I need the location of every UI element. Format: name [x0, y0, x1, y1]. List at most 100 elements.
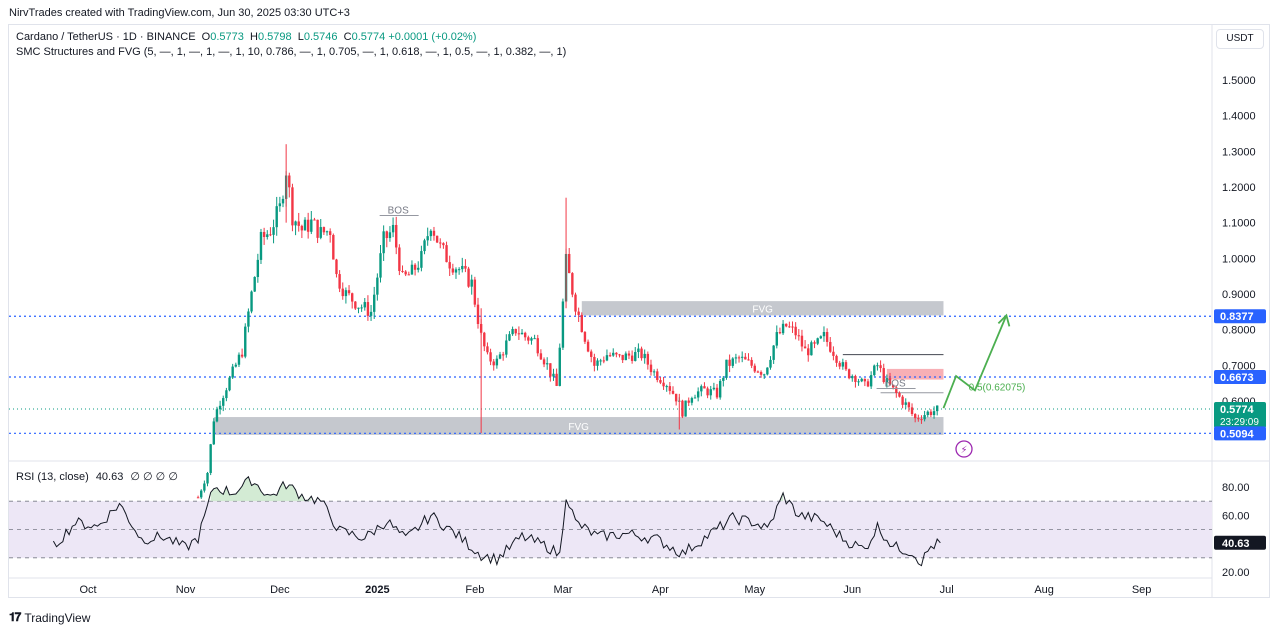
candle [319, 219, 322, 240]
rsi-pane [9, 475, 1212, 567]
candle-body [577, 311, 580, 315]
chart-frame [8, 24, 1270, 598]
fvg-zone [213, 417, 944, 435]
candle-body [501, 354, 505, 356]
candle [486, 342, 489, 355]
currency-button[interactable]: USDT [1216, 29, 1264, 49]
candle-body [810, 342, 813, 356]
candle-body [476, 304, 480, 325]
candle [240, 348, 244, 359]
candle-body [857, 381, 860, 383]
candle-body [561, 301, 565, 348]
tradingview-logo-icon: 𝟏𝟕 [9, 610, 21, 624]
candle-body [457, 269, 461, 271]
candle [297, 212, 300, 232]
candle [523, 331, 527, 341]
candle-body [237, 354, 241, 365]
candle [722, 375, 725, 387]
price-label-box [1214, 369, 1266, 384]
candle-body [464, 265, 467, 269]
candle-body [212, 421, 216, 445]
candle [690, 396, 694, 406]
candle [391, 217, 395, 238]
candle [794, 322, 797, 340]
candle [294, 220, 297, 236]
candle [212, 418, 216, 446]
candle-body [435, 235, 439, 243]
time-tick-label: Jun [843, 584, 861, 596]
candle [281, 195, 285, 208]
candle [310, 210, 313, 235]
candle-body [835, 355, 838, 363]
candle [888, 372, 892, 386]
candle [470, 274, 473, 295]
candle-body [643, 353, 646, 359]
candle [253, 276, 256, 292]
candle-body [442, 243, 445, 246]
rsi-extra-values: ∅ ∅ ∅ ∅ [130, 471, 178, 483]
candle-body [615, 352, 618, 355]
candle [533, 334, 536, 340]
candle [552, 368, 555, 381]
candle [435, 235, 439, 244]
candle-body [395, 224, 398, 248]
candle [215, 406, 219, 423]
candle [696, 387, 700, 402]
time-tick-label: Oct [79, 584, 96, 596]
candle [225, 387, 228, 402]
candle-body [404, 271, 407, 275]
candles [196, 144, 939, 499]
candle [571, 272, 574, 298]
candle-body [360, 307, 363, 309]
attribution-text: NirvTrades created with TradingView.com,… [9, 7, 350, 19]
candle-body [778, 332, 782, 334]
candle [879, 360, 882, 373]
candle-body [545, 363, 549, 365]
candle-body [797, 335, 801, 337]
candle [303, 217, 307, 231]
candle-body [706, 388, 709, 396]
candle [709, 385, 712, 400]
candle [693, 394, 697, 399]
candle-body [338, 274, 341, 289]
candle-body [583, 332, 587, 342]
candle-body [306, 219, 310, 232]
candle [530, 336, 533, 345]
candle-body [420, 251, 423, 268]
candle [895, 385, 898, 398]
candle [637, 343, 640, 359]
candle [473, 276, 477, 308]
candle [662, 376, 665, 390]
candle-body [297, 221, 300, 226]
candle-body [634, 352, 637, 361]
candle [275, 196, 278, 236]
time-tick-label: Aug [1034, 584, 1054, 596]
candle [536, 334, 539, 357]
price-label-box [1214, 402, 1266, 429]
candle-body [665, 386, 668, 388]
tradingview-logo-text: TradingView [24, 610, 91, 625]
candle-body [646, 353, 650, 365]
candle-body [618, 354, 621, 356]
candle [206, 471, 209, 487]
candle-body [300, 225, 304, 231]
candle [781, 320, 785, 335]
candle-body [659, 380, 662, 383]
fvg-label: FVG [752, 304, 773, 315]
candle-body [759, 372, 763, 375]
candle [803, 340, 807, 349]
candle-body [366, 302, 370, 316]
indicator-legend[interactable]: SMC Structures and FVG (5, —, 1, —, 1, —… [16, 46, 567, 58]
candle-body [693, 397, 697, 399]
candle [832, 346, 835, 361]
candle [385, 230, 388, 248]
bos-label: BOS [885, 379, 906, 390]
candle [429, 229, 433, 241]
candle-body [627, 353, 631, 356]
candle-body [376, 277, 379, 295]
tradingview-logo[interactable]: 𝟏𝟕 TradingView [9, 610, 90, 625]
rsi-legend[interactable]: RSI (13, close) 40.63 ∅ ∅ ∅ ∅ [16, 470, 178, 483]
candle-body [417, 267, 420, 270]
candle [590, 349, 593, 363]
